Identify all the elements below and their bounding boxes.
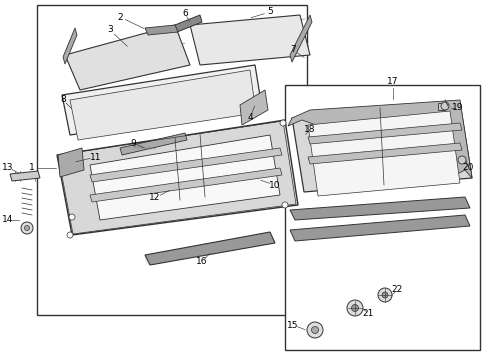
Text: 8: 8	[60, 95, 66, 104]
Bar	[37, 5, 306, 315]
Circle shape	[282, 202, 287, 208]
Polygon shape	[70, 70, 256, 140]
Polygon shape	[289, 15, 311, 62]
Polygon shape	[90, 135, 280, 220]
Text: 7: 7	[289, 45, 295, 54]
Polygon shape	[90, 168, 282, 202]
Polygon shape	[145, 232, 274, 265]
Text: 11: 11	[90, 153, 102, 162]
Text: 21: 21	[362, 309, 373, 318]
Text: 18: 18	[304, 126, 315, 135]
Text: 13: 13	[2, 162, 14, 171]
Circle shape	[306, 322, 323, 338]
Circle shape	[24, 225, 29, 230]
Text: 14: 14	[2, 216, 14, 225]
Polygon shape	[175, 15, 202, 32]
Bar	[285, 85, 479, 350]
Text: 9: 9	[130, 139, 136, 148]
Text: 2: 2	[117, 13, 122, 22]
Polygon shape	[57, 120, 297, 235]
Circle shape	[457, 156, 465, 164]
Polygon shape	[62, 65, 262, 135]
Polygon shape	[307, 143, 461, 164]
Polygon shape	[289, 215, 469, 241]
Circle shape	[67, 232, 73, 238]
Text: 1: 1	[29, 163, 35, 172]
Polygon shape	[58, 148, 84, 177]
Circle shape	[381, 292, 387, 298]
Polygon shape	[291, 103, 471, 192]
Circle shape	[69, 214, 75, 220]
Text: 20: 20	[461, 163, 473, 172]
Polygon shape	[287, 100, 471, 178]
Polygon shape	[120, 133, 186, 155]
Polygon shape	[240, 90, 267, 125]
Text: 5: 5	[266, 8, 272, 17]
Text: 4: 4	[246, 113, 252, 122]
Text: 17: 17	[386, 77, 398, 86]
Text: 15: 15	[286, 320, 298, 329]
Circle shape	[440, 102, 448, 110]
Polygon shape	[63, 28, 77, 64]
Circle shape	[377, 288, 391, 302]
Polygon shape	[145, 25, 178, 35]
Polygon shape	[437, 103, 444, 110]
Text: 12: 12	[149, 194, 161, 202]
Polygon shape	[10, 171, 40, 181]
Polygon shape	[307, 123, 461, 144]
Polygon shape	[190, 15, 309, 65]
Text: 19: 19	[451, 104, 463, 112]
Text: 22: 22	[390, 285, 402, 294]
Circle shape	[280, 120, 285, 126]
Polygon shape	[289, 197, 469, 220]
Polygon shape	[307, 111, 459, 196]
Text: 16: 16	[196, 257, 207, 266]
Text: Yessoo-S-:+: Yessoo-S-:+	[132, 145, 157, 151]
Polygon shape	[65, 25, 190, 90]
Text: 6: 6	[182, 9, 187, 18]
Text: 3: 3	[107, 26, 113, 35]
Text: 10: 10	[269, 180, 280, 189]
Polygon shape	[90, 148, 282, 182]
Circle shape	[346, 300, 362, 316]
Circle shape	[351, 305, 358, 311]
Circle shape	[21, 222, 33, 234]
Circle shape	[311, 327, 318, 333]
